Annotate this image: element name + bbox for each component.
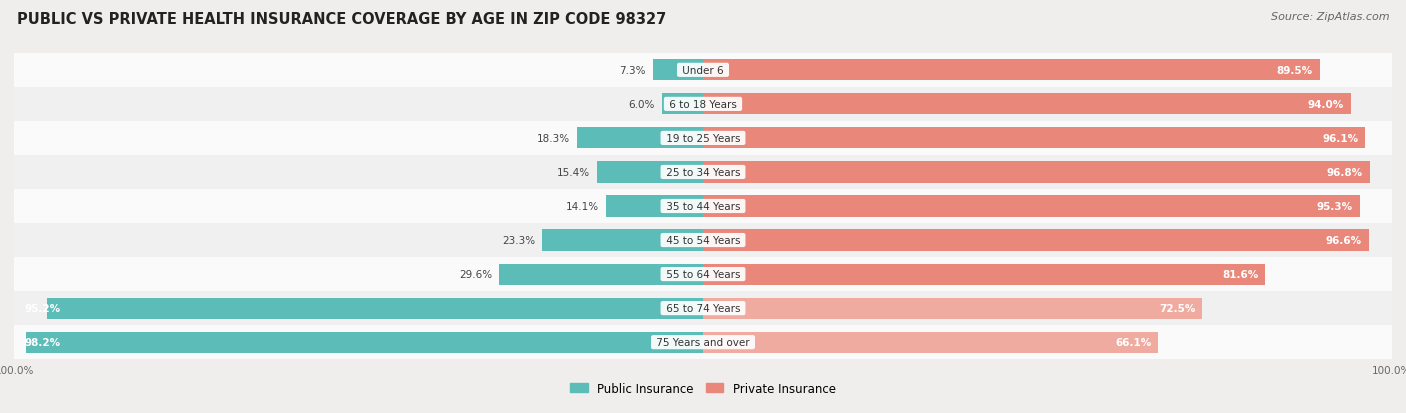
Bar [27, 332, 703, 353]
Bar [652, 60, 703, 81]
Bar [14, 121, 1392, 156]
Text: 45 to 54 Years: 45 to 54 Years [662, 235, 744, 245]
Bar [703, 196, 1360, 217]
Bar [543, 230, 703, 251]
Bar [703, 60, 1320, 81]
Bar [606, 196, 703, 217]
Text: 94.0%: 94.0% [1308, 100, 1344, 109]
Bar [14, 223, 1392, 257]
Text: 96.1%: 96.1% [1322, 133, 1358, 144]
Text: 29.6%: 29.6% [460, 269, 492, 280]
Text: 81.6%: 81.6% [1222, 269, 1258, 280]
Text: Under 6: Under 6 [679, 66, 727, 76]
Bar [703, 230, 1368, 251]
Text: 89.5%: 89.5% [1277, 66, 1313, 76]
Text: 14.1%: 14.1% [565, 202, 599, 211]
Bar [14, 54, 1392, 88]
Bar [703, 128, 1365, 149]
Bar [14, 257, 1392, 292]
Bar [48, 298, 703, 319]
Text: 6 to 18 Years: 6 to 18 Years [666, 100, 740, 109]
Bar [14, 292, 1392, 325]
Bar [598, 162, 703, 183]
Text: 6.0%: 6.0% [628, 100, 655, 109]
Text: 15.4%: 15.4% [557, 168, 591, 178]
Text: 72.5%: 72.5% [1159, 304, 1195, 313]
Bar [576, 128, 703, 149]
Bar [14, 190, 1392, 223]
Text: 55 to 64 Years: 55 to 64 Years [662, 269, 744, 280]
Text: 96.6%: 96.6% [1326, 235, 1361, 245]
Bar [703, 264, 1265, 285]
Text: 7.3%: 7.3% [619, 66, 645, 76]
Bar [703, 332, 1159, 353]
Bar [662, 94, 703, 115]
Text: 35 to 44 Years: 35 to 44 Years [662, 202, 744, 211]
Bar [14, 88, 1392, 121]
Text: 66.1%: 66.1% [1115, 337, 1152, 347]
Text: 18.3%: 18.3% [537, 133, 569, 144]
Text: 23.3%: 23.3% [502, 235, 536, 245]
Text: 25 to 34 Years: 25 to 34 Years [662, 168, 744, 178]
Bar [703, 94, 1351, 115]
Text: 98.2%: 98.2% [24, 337, 60, 347]
Text: PUBLIC VS PRIVATE HEALTH INSURANCE COVERAGE BY AGE IN ZIP CODE 98327: PUBLIC VS PRIVATE HEALTH INSURANCE COVER… [17, 12, 666, 27]
Text: 95.2%: 95.2% [24, 304, 60, 313]
Bar [14, 156, 1392, 190]
Bar [703, 162, 1369, 183]
Text: 95.3%: 95.3% [1316, 202, 1353, 211]
Bar [703, 298, 1202, 319]
Text: 65 to 74 Years: 65 to 74 Years [662, 304, 744, 313]
Text: 19 to 25 Years: 19 to 25 Years [662, 133, 744, 144]
Legend: Public Insurance, Private Insurance: Public Insurance, Private Insurance [565, 377, 841, 399]
Bar [499, 264, 703, 285]
Bar [14, 325, 1392, 359]
Text: 75 Years and over: 75 Years and over [652, 337, 754, 347]
Text: 96.8%: 96.8% [1327, 168, 1362, 178]
Text: Source: ZipAtlas.com: Source: ZipAtlas.com [1271, 12, 1389, 22]
